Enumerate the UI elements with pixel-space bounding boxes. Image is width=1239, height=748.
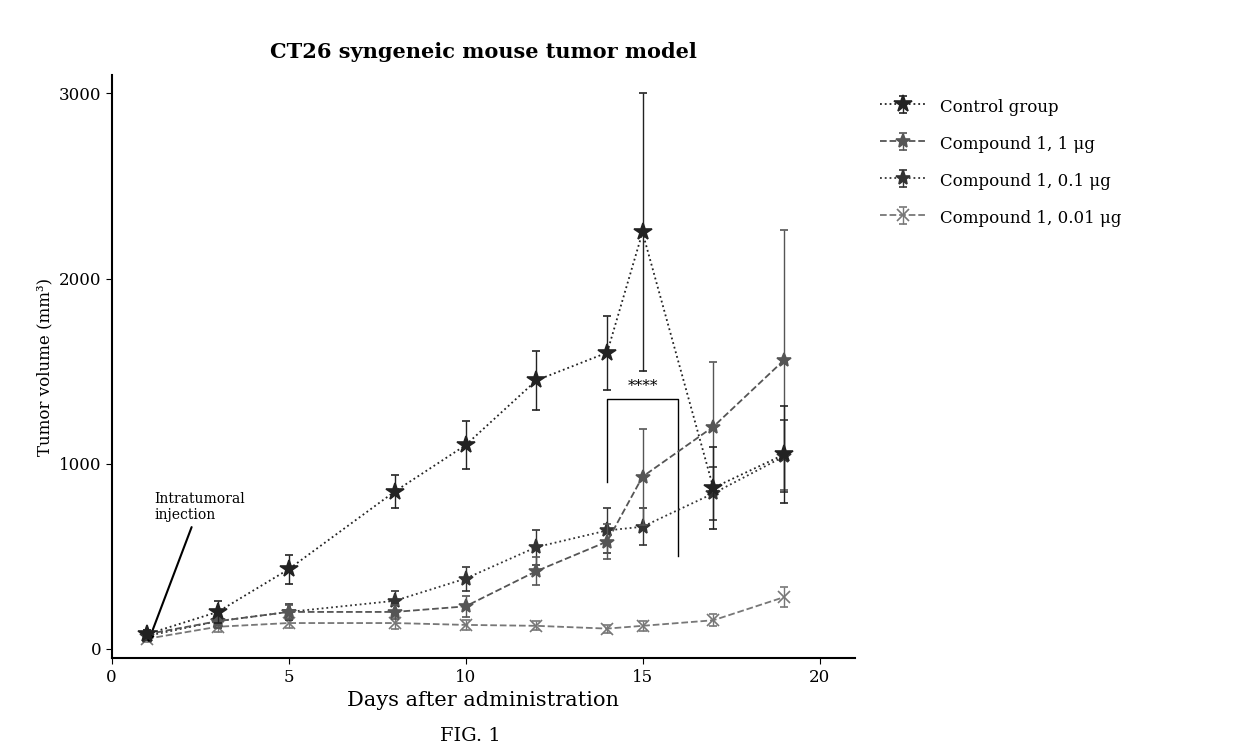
- X-axis label: Days after administration: Days after administration: [347, 691, 620, 710]
- Text: Intratumoral
injection: Intratumoral injection: [149, 491, 245, 640]
- Text: ****: ****: [627, 379, 658, 393]
- Y-axis label: Tumor volume (mm³): Tumor volume (mm³): [36, 278, 53, 456]
- Legend: Control group, Compound 1, 1 μg, Compound 1, 0.1 μg, Compound 1, 0.01 μg: Control group, Compound 1, 1 μg, Compoun…: [873, 90, 1129, 234]
- Title: CT26 syngeneic mouse tumor model: CT26 syngeneic mouse tumor model: [270, 42, 696, 62]
- Text: FIG. 1: FIG. 1: [440, 726, 502, 744]
